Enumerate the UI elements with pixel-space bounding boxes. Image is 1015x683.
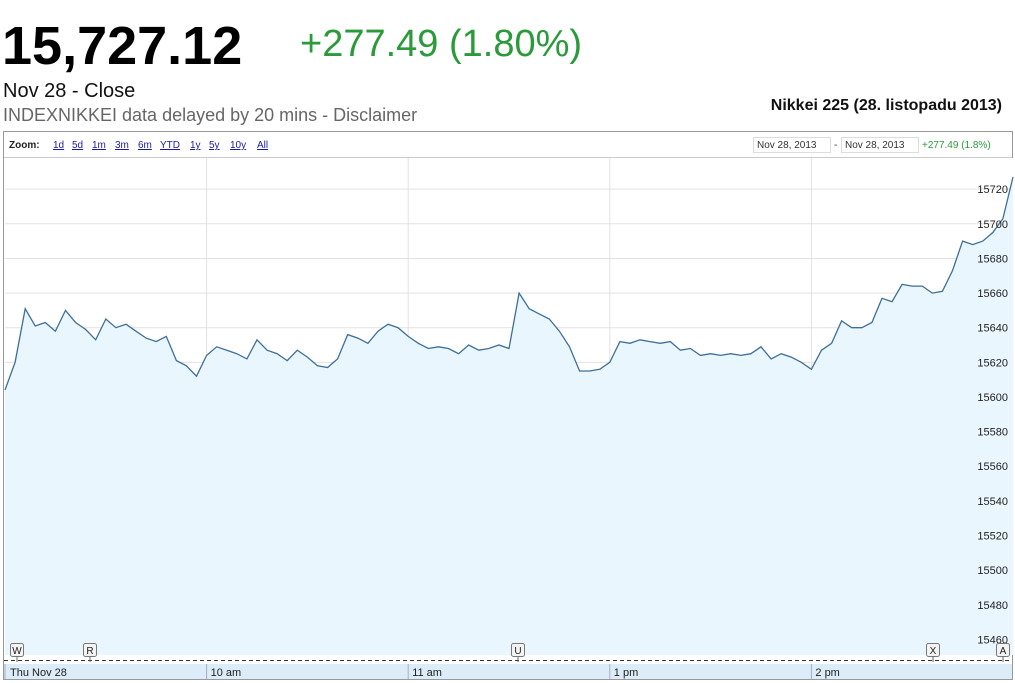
range-start[interactable]: Nov 28, 2013 [757,140,817,151]
range-box [753,137,831,153]
flag-label[interactable]: W [12,646,22,657]
x-tick-label: 10 am [211,667,242,679]
y-tick-label: 15500 [977,565,1008,577]
range-end[interactable]: Nov 28, 2013 [845,140,905,151]
range-box [841,137,919,153]
flag-label[interactable]: A [1000,646,1007,657]
price-change: +277.49 (1.80%) [300,23,582,65]
y-tick-label: 15580 [977,427,1008,439]
zoom-option[interactable]: 6m [138,140,152,151]
zoom-option[interactable]: 1y [190,140,201,151]
x-axis-strip [4,664,1012,679]
chart-title: Nikkei 225 (28. listopadu 2013) [771,97,1002,114]
price-line [4,176,1014,391]
flag-box[interactable] [996,643,1010,657]
x-tick-label: 11 am [412,667,442,679]
zoom-option[interactable]: YTD [160,140,180,151]
zoom-option[interactable]: 5d [72,140,83,151]
zoom-option[interactable]: 10y [230,140,246,151]
source-note[interactable]: INDEXNIKKEI data delayed by 20 mins - Di… [3,105,417,125]
zoom-option[interactable]: 5y [209,140,220,151]
y-tick-label: 15560 [977,461,1008,473]
y-tick-label: 15480 [977,600,1008,612]
x-tick-label: 2 pm [815,667,839,679]
zoom-option[interactable]: 3m [115,140,129,151]
flag-box[interactable] [10,643,24,657]
price: 15,727.12 [2,16,242,76]
zoom-option[interactable]: All [257,140,268,151]
range-change: +277.49 (1.8%) [922,140,991,151]
range-separator: - [834,140,837,151]
status: Nov 28 - Close [3,80,135,102]
zoom-label: Zoom: [9,140,40,151]
flag-box[interactable] [511,643,525,657]
y-tick-label: 15520 [977,531,1008,543]
zoom-option[interactable]: 1m [92,140,106,151]
x-tick-label: 1 pm [614,667,638,679]
y-tick-label: 15660 [977,288,1008,300]
y-tick-label: 15700 [977,219,1008,231]
flag-label[interactable]: U [514,646,521,657]
y-tick-label: 15720 [977,184,1008,196]
zoom-option[interactable]: 1d [53,140,64,151]
y-tick-label: 15640 [977,323,1008,335]
area [5,177,1013,655]
flag-label[interactable]: R [86,646,93,657]
flag-box[interactable] [83,643,97,657]
flag-label[interactable]: X [930,646,937,657]
y-tick-label: 15540 [977,496,1008,508]
y-tick-label: 15680 [977,253,1008,265]
y-tick-label: 15600 [977,392,1008,404]
x-tick-label: Thu Nov 28 [10,667,67,679]
y-tick-label: 15620 [977,357,1008,369]
flag-box[interactable] [926,643,940,657]
